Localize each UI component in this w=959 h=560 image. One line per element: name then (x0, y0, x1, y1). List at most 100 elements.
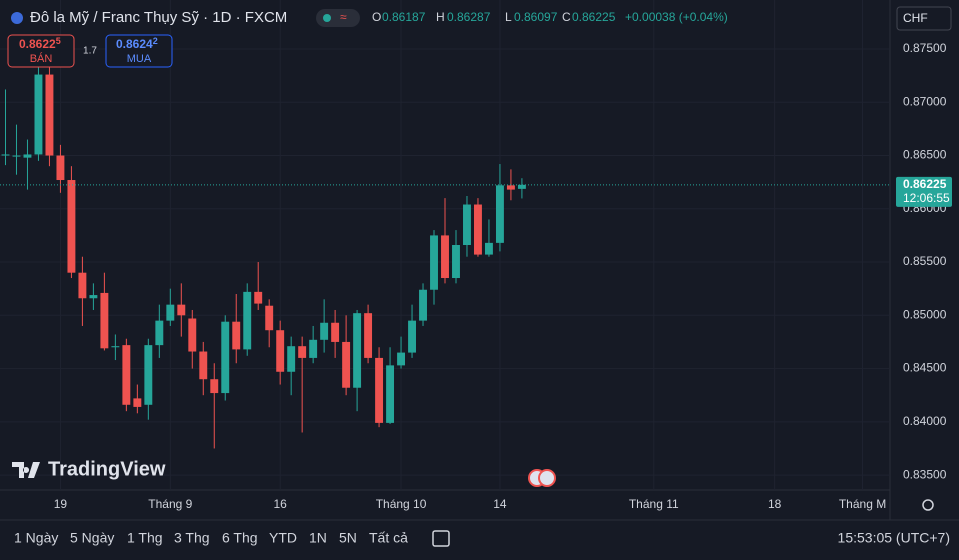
logo-icon (12, 462, 40, 478)
x-tick-label: Tháng 9 (148, 497, 192, 511)
candle-body (23, 154, 32, 158)
candle-body (100, 292, 109, 349)
y-tick-label: 0.83500 (903, 467, 947, 481)
candle-body (331, 322, 340, 342)
range-button[interactable]: 5 Ngày (70, 530, 114, 546)
buy-label[interactable]: MUA (127, 53, 152, 65)
candle-body (133, 398, 142, 407)
settings-icon[interactable] (922, 499, 934, 511)
countdown: 12:06:55 (903, 191, 950, 205)
candle-body (287, 346, 296, 372)
change: +0.00038 (+0.04%) (625, 10, 728, 24)
buy-price[interactable]: 0.86242 (116, 36, 158, 51)
ohlc-value: 0.86225 (572, 10, 616, 24)
symbol-title: Đô la Mỹ / Franc Thụy Sỹ · 1D · FXCM (30, 9, 287, 26)
buy-button[interactable] (105, 34, 173, 68)
range-button[interactable]: 6 Thg (222, 530, 258, 546)
candle-body (452, 245, 460, 279)
sell-label[interactable]: BÁN (30, 52, 53, 65)
candle-body (78, 272, 87, 299)
ohlc-value: 0.86287 (447, 10, 491, 24)
candle-body (188, 318, 197, 352)
calendar-icon[interactable] (432, 530, 450, 547)
candle-body (474, 204, 482, 255)
status-icon: ≈ (340, 10, 347, 24)
candle-body (221, 321, 230, 394)
status-dot (323, 14, 331, 22)
candle-body (506, 185, 515, 190)
candle-body (122, 345, 131, 405)
sell-pip[interactable]: 5 (56, 36, 61, 46)
x-tick-label: 14 (493, 497, 507, 511)
price-tag-value: 0.86225 (903, 177, 947, 191)
ohlc-value: 0.86097 (514, 10, 558, 24)
candle-body (166, 304, 175, 321)
y-tick-label: 0.86500 (903, 148, 947, 162)
candle-body (364, 313, 373, 358)
y-tick-label: 0.84000 (903, 414, 947, 428)
currency-button[interactable] (896, 6, 952, 31)
spread: 1.7 (83, 46, 97, 57)
candle-body (397, 352, 406, 366)
x-tick-label: Tháng 10 (376, 497, 427, 511)
x-tick-label: Tháng M (839, 497, 886, 511)
x-tick-label: 16 (274, 497, 288, 511)
range-button[interactable]: Tất cả (369, 530, 408, 546)
ohlc-label: C (562, 10, 571, 24)
candle-body (320, 322, 329, 340)
candle-body (111, 346, 120, 348)
candle-body (155, 320, 164, 346)
candle-body (210, 379, 219, 394)
candle-body (89, 295, 98, 299)
candle-body (265, 305, 274, 331)
status-pill (316, 9, 360, 27)
x-tick-label: Tháng 11 (629, 497, 679, 511)
candle-body (342, 341, 351, 388)
ohlc-label: L (505, 10, 512, 24)
y-tick-label: 0.85000 (903, 307, 947, 321)
candle-body (408, 320, 416, 353)
candle-body (430, 235, 438, 290)
plot: 0.83500 0.84000 0.84500 0.85000 0.85500 0.860… (0, 0, 947, 490)
range-button[interactable]: 1 Ngày (14, 530, 58, 546)
candle-body (484, 242, 493, 255)
x-tick-label: 19 (54, 497, 68, 511)
candle-body (276, 330, 285, 372)
candle-body (441, 235, 449, 279)
range-button[interactable]: 1 Thg (127, 530, 163, 546)
candle-body (1, 154, 10, 156)
logo: TradingView (48, 458, 166, 480)
currency[interactable]: CHF (903, 11, 928, 25)
candle-body (144, 345, 153, 405)
candle-body (56, 155, 65, 181)
y-tick-label: 0.87000 (903, 94, 947, 108)
buy-main[interactable]: 0.8624 (116, 37, 153, 51)
ohlc-value: 0.86187 (382, 10, 426, 24)
buy-pip[interactable]: 2 (153, 36, 158, 46)
candle-body (309, 339, 318, 358)
y-tick-label: 0.85500 (903, 254, 947, 268)
candle-body (232, 321, 241, 350)
event-icon[interactable] (538, 469, 556, 487)
flag-icon (11, 12, 23, 24)
candle-body (12, 155, 21, 157)
candle-body (386, 365, 395, 423)
price-tag (896, 176, 952, 207)
candle-body (199, 351, 208, 380)
range-button[interactable]: 5N (339, 530, 357, 546)
sell-main[interactable]: 0.8622 (19, 37, 56, 51)
candle-body (67, 180, 76, 273)
candle-body (463, 204, 471, 245)
ohlc-label: H (436, 10, 445, 24)
sell-price[interactable]: 0.86225 (19, 36, 61, 51)
sell-button[interactable] (7, 34, 75, 68)
y-tick-label: 0.84500 (903, 361, 947, 375)
candle-body (353, 313, 362, 388)
range-button[interactable]: 3 Thg (174, 530, 210, 546)
candle-body (517, 184, 526, 189)
range-button[interactable]: 1N (309, 530, 327, 546)
candle-body (495, 185, 504, 243)
range-button[interactable]: YTD (269, 530, 297, 546)
